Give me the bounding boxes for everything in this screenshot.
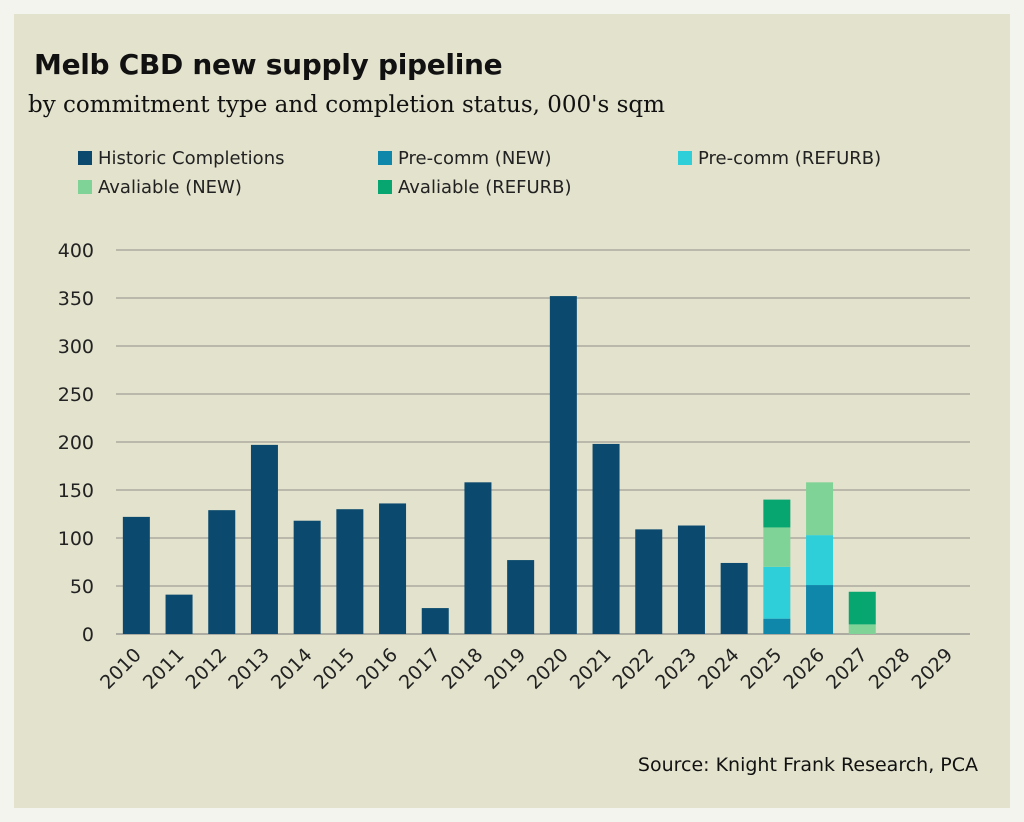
legend-swatch (678, 151, 692, 165)
legend-item-pre-comm-new: Pre-comm (NEW) (378, 147, 552, 169)
x-tick-label: 2017 (395, 644, 445, 694)
legend-item-available-refurb: Avaliable (REFURB) (378, 176, 572, 198)
bar (806, 482, 834, 536)
bar (507, 560, 535, 634)
bar (763, 527, 791, 567)
bar (122, 516, 150, 634)
y-tick-label: 250 (58, 384, 94, 406)
y-tick-label: 50 (70, 576, 94, 598)
x-tick-label: 2026 (779, 644, 829, 694)
x-tick-label: 2022 (609, 644, 659, 694)
x-tick-label: 2014 (267, 644, 317, 694)
chart-subtitle: by commitment type and completion status… (28, 92, 665, 118)
bar (592, 443, 620, 634)
legend-item-historic-completions: Historic Completions (78, 147, 284, 169)
bar (165, 594, 193, 634)
x-tick-label: 2016 (352, 644, 402, 694)
y-tick-label: 150 (58, 480, 94, 502)
bar (848, 624, 876, 634)
bar (250, 444, 278, 634)
x-tick-label: 2028 (865, 644, 915, 694)
y-tick-label: 200 (58, 432, 94, 454)
bar (806, 585, 834, 634)
bar (806, 535, 834, 586)
legend-label: Avaliable (REFURB) (398, 176, 572, 198)
x-tick-label: 2025 (737, 644, 787, 694)
x-tick-label: 2027 (822, 644, 872, 694)
bar (421, 608, 449, 634)
x-tick-label: 2018 (438, 644, 488, 694)
bar (848, 591, 876, 625)
legend-label: Pre-comm (NEW) (398, 147, 552, 169)
legend-swatch (78, 180, 92, 194)
bar (549, 296, 577, 634)
x-tick-label: 2021 (566, 644, 616, 694)
y-tick-label: 100 (58, 528, 94, 550)
bar (208, 510, 236, 634)
x-tick-label: 2020 (523, 644, 573, 694)
x-tick-label: 2019 (480, 644, 530, 694)
y-tick-label: 350 (58, 288, 94, 310)
bar (763, 566, 791, 619)
bar (379, 503, 407, 634)
y-tick-label: 400 (58, 240, 94, 262)
x-tick-label: 2023 (651, 644, 701, 694)
x-tick-label: 2015 (310, 644, 360, 694)
legend-label: Pre-comm (REFURB) (698, 147, 882, 169)
x-tick-label: 2013 (224, 644, 274, 694)
source-note: Source: Knight Frank Research, PCA (637, 754, 978, 776)
bar (763, 618, 791, 634)
x-tick-label: 2024 (694, 644, 744, 694)
legend-label: Historic Completions (98, 147, 285, 169)
bar (464, 482, 492, 634)
legend-label: Avaliable (NEW) (98, 176, 242, 198)
bar (293, 520, 321, 634)
legend-swatch (378, 151, 392, 165)
y-tick-label: 0 (82, 624, 94, 646)
legend-swatch (378, 180, 392, 194)
x-tick-label: 2011 (139, 644, 189, 694)
x-tick-label: 2012 (182, 644, 232, 694)
x-tick-label: 2029 (907, 644, 957, 694)
bar (635, 529, 663, 634)
bar (720, 562, 748, 634)
bar (677, 525, 705, 634)
legend-swatch (78, 151, 92, 165)
legend-item-pre-comm-refurb: Pre-comm (REFURB) (678, 147, 881, 169)
y-tick-label: 300 (58, 336, 94, 358)
x-tick-label: 2010 (96, 644, 146, 694)
chart-title: Melb CBD new supply pipeline (34, 48, 503, 81)
chart-panel (14, 14, 1010, 808)
bar (763, 499, 791, 528)
bar (336, 509, 364, 634)
legend-item-available-new: Avaliable (NEW) (78, 176, 242, 198)
